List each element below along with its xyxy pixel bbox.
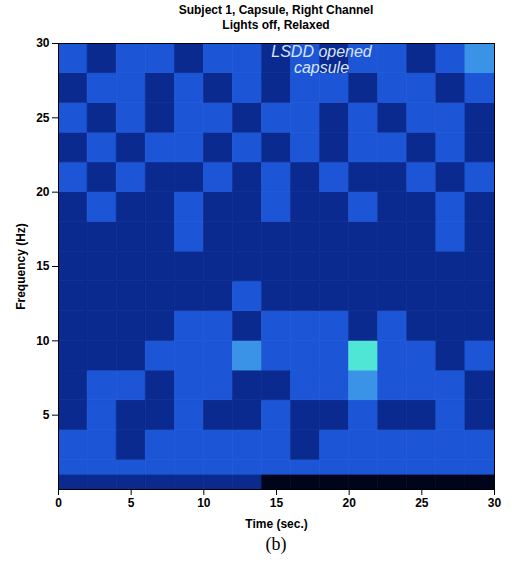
svg-text:Time (sec.): Time (sec.): [245, 517, 307, 531]
svg-text:20: 20: [342, 496, 356, 510]
svg-text:15: 15: [270, 496, 284, 510]
svg-text:0: 0: [55, 496, 62, 510]
svg-text:5: 5: [128, 496, 135, 510]
svg-text:10: 10: [36, 334, 50, 348]
svg-text:Frequency (Hz): Frequency (Hz): [14, 223, 28, 310]
svg-text:LSDD openedcapsule: LSDD openedcapsule: [271, 43, 373, 76]
html-text:Lights off, Relaxed: Lights off, Relaxed: [222, 18, 330, 32]
svg-text:25: 25: [415, 496, 429, 510]
html-text:Subject 1, Capsule, Right Chan: Subject 1, Capsule, Right Channel: [178, 3, 374, 17]
svg-text:30: 30: [36, 36, 50, 50]
svg-text:15: 15: [36, 259, 50, 273]
svg-text:20: 20: [36, 185, 50, 199]
svg-text:30: 30: [488, 496, 502, 510]
svg-text:25: 25: [36, 111, 50, 125]
html-text:(b): (b): [265, 534, 287, 554]
svg-text:5: 5: [43, 408, 50, 422]
svg-text:10: 10: [197, 496, 211, 510]
